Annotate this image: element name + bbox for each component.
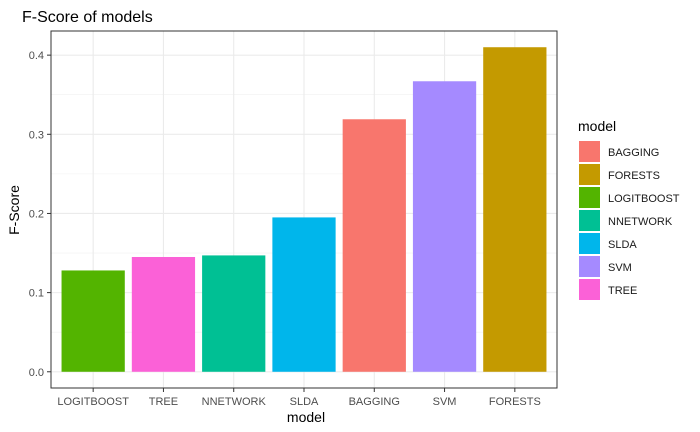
legend-label-svm: SVM (608, 262, 632, 274)
legend-key-nnetwork (579, 210, 600, 231)
x-tick-label: TREE (149, 396, 178, 408)
plot-panel (50, 30, 558, 389)
x-tick-label: SLDA (290, 396, 319, 408)
y-tick-label: 0.0 (29, 367, 44, 379)
x-tick-label: LOGITBOOST (57, 396, 129, 408)
legend-key-slda (579, 233, 600, 254)
y-tick-label: 0.2 (29, 208, 44, 220)
legend-key-logitboost (579, 187, 600, 208)
x-tick-label: FORESTS (489, 396, 541, 408)
y-tick-label: 0.4 (29, 50, 44, 62)
legend-label-nnetwork: NNETWORK (608, 216, 673, 228)
y-axis-title: F-Score (6, 185, 22, 235)
bar-nnetwork (202, 255, 266, 372)
x-tick-label: BAGGING (349, 396, 400, 408)
bar-logitboost (61, 270, 125, 372)
legend-label-logitboost: LOGITBOOST (608, 193, 680, 205)
y-axis-ticks: 0.0 0.1 0.2 0.3 0.4 (29, 50, 51, 379)
bar-slda (272, 217, 336, 372)
bar-forests (483, 47, 547, 372)
x-tick-label: SVM (433, 396, 457, 408)
legend-key-forests (579, 164, 600, 185)
x-axis-title: model (287, 409, 325, 425)
bar-tree (131, 256, 196, 372)
chart-title: F-Score of models (22, 9, 153, 26)
y-tick-label: 0.3 (29, 129, 44, 141)
bar-svm (412, 81, 477, 372)
legend-key-svm (579, 256, 600, 277)
y-tick-label: 0.1 (29, 288, 44, 300)
legend-label-bagging: BAGGING (608, 147, 659, 159)
legend-key-bagging (579, 141, 600, 162)
legend-label-slda: SLDA (608, 239, 637, 251)
legend-key-tree (579, 279, 600, 300)
legend-label-forests: FORESTS (608, 170, 660, 182)
legend-label-tree: TREE (608, 285, 637, 297)
x-axis-ticks: LOGITBOOST TREE NNETWORK SLDA BAGGING SVM FORE… (57, 388, 541, 408)
legend: model BAGGING FORESTS LOGITBOOST NNETWORK SL… (578, 118, 680, 300)
bar-bagging (342, 119, 406, 372)
x-tick-label: NNETWORK (202, 396, 267, 408)
legend-title: model (578, 118, 616, 134)
